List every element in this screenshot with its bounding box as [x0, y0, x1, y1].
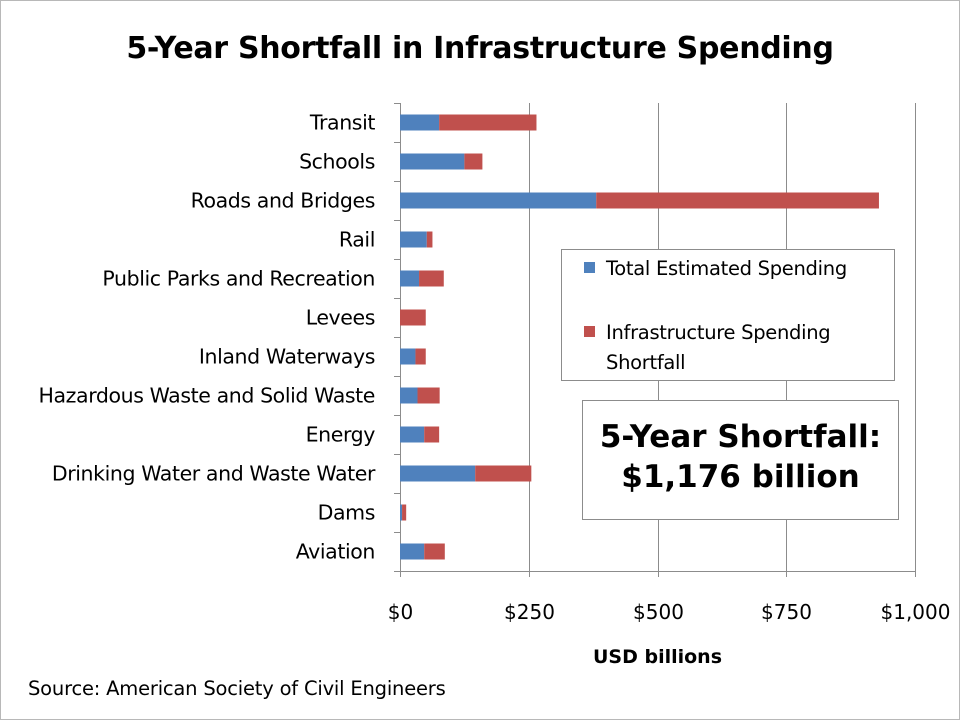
category-label-dams: Dams: [318, 501, 375, 525]
x-axis-title: USD billions: [593, 646, 722, 668]
category-label-inland-waterways: Inland Waterways: [199, 345, 375, 369]
category-label-aviation: Aviation: [296, 540, 375, 564]
bar-total-estimated-spending-inland-waterways: [400, 348, 416, 365]
bar-infrastructure-spending-shortfall-roads-and-bridges: [596, 192, 879, 209]
category-label-transit: Transit: [309, 111, 375, 135]
bar-total-estimated-spending-energy: [400, 426, 425, 443]
bar-infrastructure-spending-shortfall-hazardous-waste-and-solid-waste: [417, 387, 440, 404]
bar-total-estimated-spending-public-parks-and-recreation: [400, 270, 420, 287]
bar-infrastructure-spending-shortfall-transit: [439, 114, 537, 131]
bar-infrastructure-spending-shortfall-schools: [464, 153, 483, 170]
bar-total-estimated-spending-roads-and-bridges: [400, 192, 597, 209]
bar-infrastructure-spending-shortfall-levees: [400, 309, 426, 326]
bar-infrastructure-spending-shortfall-energy: [424, 426, 440, 443]
legend-swatch-shortfall: [584, 326, 595, 337]
category-label-hazardous-waste-and-solid-waste: Hazardous Waste and Solid Waste: [39, 384, 376, 408]
x-tick-label-2: $500: [633, 600, 684, 624]
category-label-roads-and-bridges: Roads and Bridges: [191, 189, 375, 213]
category-label-public-parks-and-recreation: Public Parks and Recreation: [102, 267, 375, 291]
category-label-energy: Energy: [306, 423, 376, 447]
bar-total-estimated-spending-aviation: [400, 543, 425, 560]
legend-label-shortfall: Infrastructure Spending Shortfall: [606, 321, 831, 374]
x-tick-label-4: $1,000: [881, 600, 951, 624]
chart-title: 5-Year Shortfall in Infrastructure Spend…: [126, 31, 834, 66]
bar-total-estimated-spending-rail: [400, 231, 427, 248]
bar-infrastructure-spending-shortfall-aviation: [424, 543, 445, 560]
bar-infrastructure-spending-shortfall-inland-waterways: [415, 348, 426, 365]
bar-infrastructure-spending-shortfall-rail: [426, 231, 433, 248]
bar-total-estimated-spending-drinking-water-and-waste-water: [400, 465, 476, 482]
shortfall-callout: 5-Year Shortfall: $1,176 billion: [582, 400, 899, 520]
legend-item-total-spending: Total Estimated Spending: [584, 254, 886, 284]
legend-item-shortfall: Infrastructure Spending Shortfall: [584, 318, 886, 378]
legend-swatch-total-spending: [584, 262, 595, 273]
callout-line-2: $1,176 billion: [621, 459, 860, 495]
bar-total-estimated-spending-hazardous-waste-and-solid-waste: [400, 387, 418, 404]
bar-total-estimated-spending-dams: [400, 504, 403, 521]
bar-infrastructure-spending-shortfall-public-parks-and-recreation: [419, 270, 444, 287]
source-note: Source: American Society of Civil Engine…: [28, 677, 446, 700]
category-label-rail: Rail: [339, 228, 375, 252]
category-label-drinking-water-and-waste-water: Drinking Water and Waste Water: [52, 462, 376, 486]
bar-infrastructure-spending-shortfall-drinking-water-and-waste-water: [475, 465, 532, 482]
x-tick-label-3: $750: [761, 600, 812, 624]
bar-total-estimated-spending-transit: [400, 114, 440, 131]
callout-line-1: 5-Year Shortfall:: [599, 419, 882, 455]
legend-label-total-spending: Total Estimated Spending: [606, 257, 847, 280]
category-label-levees: Levees: [306, 306, 375, 330]
bar-total-estimated-spending-schools: [400, 153, 465, 170]
x-tick-label-0: $0: [388, 600, 413, 624]
x-tick-label-1: $250: [504, 600, 555, 624]
bar-infrastructure-spending-shortfall-dams: [402, 504, 407, 521]
legend: Total Estimated Spending Infrastructure …: [561, 249, 895, 381]
category-label-schools: Schools: [299, 150, 375, 174]
